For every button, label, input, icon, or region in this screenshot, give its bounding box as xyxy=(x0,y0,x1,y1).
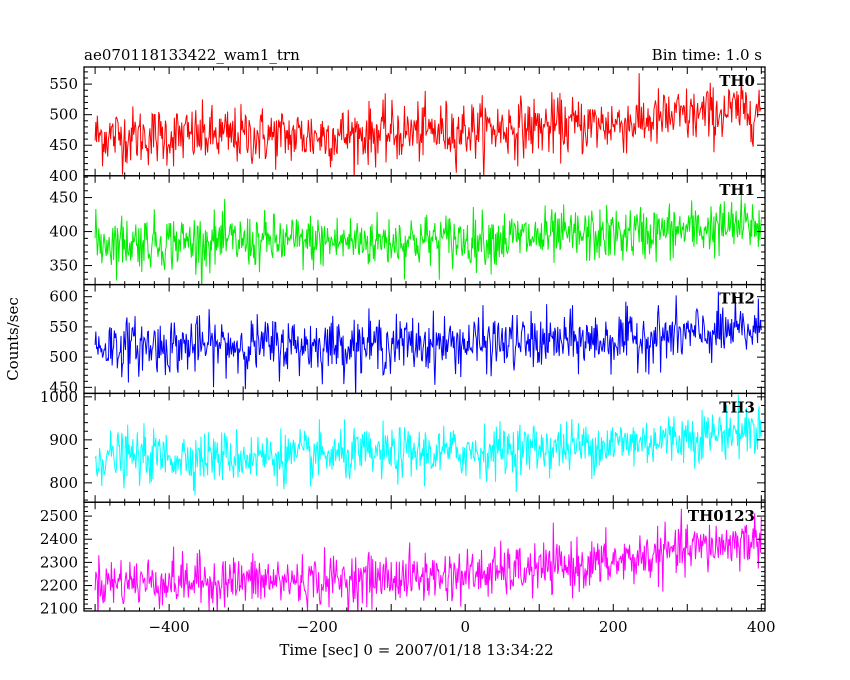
y-tick-label: 450 xyxy=(49,378,78,396)
y-tick-label: 2300 xyxy=(40,553,78,571)
bin-time-label: Bin time: 1.0 s xyxy=(651,46,762,64)
y-tick-label: 2200 xyxy=(40,577,78,595)
y-tick-label: 450 xyxy=(49,189,78,207)
panel-label-th2: TH2 xyxy=(719,290,755,308)
panel-label-th0: TH0 xyxy=(719,72,755,90)
series-line-th2 xyxy=(94,291,762,394)
panel-frame xyxy=(83,501,766,612)
x-tick-label: −200 xyxy=(297,618,338,636)
x-tick-label: 0 xyxy=(460,618,470,636)
panel-label-th3: TH3 xyxy=(719,398,755,416)
y-tick-label: 900 xyxy=(49,431,78,449)
y-tick-label: 500 xyxy=(49,348,78,366)
panel-label-th0123: TH0123 xyxy=(688,507,755,525)
x-axis-label: Time [sec] 0 = 2007/01/18 13:34:22 xyxy=(279,641,553,659)
series-line-th0123 xyxy=(94,508,762,612)
y-tick-label: 600 xyxy=(49,288,78,306)
chart-title: ae070118133422_wam1_trn xyxy=(84,46,300,64)
y-tick-label: 800 xyxy=(49,474,78,492)
x-tick-label: 200 xyxy=(599,618,628,636)
series-line-th1 xyxy=(94,195,762,285)
y-tick-label: 2400 xyxy=(40,530,78,548)
x-tick-label: 400 xyxy=(747,618,776,636)
x-tick-label: −400 xyxy=(149,618,190,636)
y-tick-label: 400 xyxy=(49,223,78,241)
y-axis-label: Counts/sec xyxy=(4,297,22,381)
y-tick-label: 550 xyxy=(49,75,78,93)
series-line-th3 xyxy=(94,394,762,496)
y-tick-label: 500 xyxy=(49,106,78,124)
y-tick-label: 550 xyxy=(49,318,78,336)
y-tick-label: 2100 xyxy=(40,600,78,618)
panel-label-th1: TH1 xyxy=(719,181,755,199)
y-tick-label: 2500 xyxy=(40,507,78,525)
y-tick-label: 450 xyxy=(49,136,78,154)
series-line-th0 xyxy=(94,73,762,176)
y-tick-label: 350 xyxy=(49,257,78,275)
y-tick-label: 1000 xyxy=(40,388,78,406)
y-tick-label: 400 xyxy=(49,167,78,185)
